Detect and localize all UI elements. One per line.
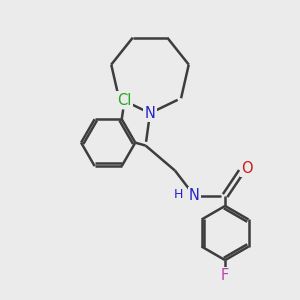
Text: H: H (173, 188, 183, 201)
Text: O: O (241, 161, 252, 176)
Text: N: N (145, 106, 155, 121)
Text: Cl: Cl (118, 92, 132, 107)
Text: N: N (189, 188, 200, 203)
Text: F: F (221, 268, 229, 283)
